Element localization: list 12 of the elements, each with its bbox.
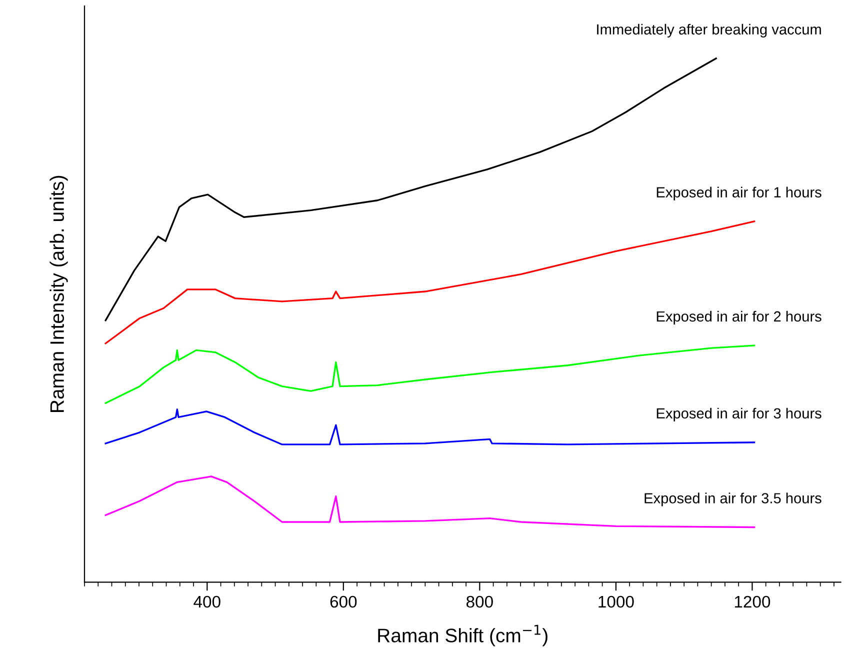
x-tick-label: 400 (194, 596, 220, 608)
x-axis-title: Raman Shift (cm$^{−1}$) (378, 624, 548, 646)
series-label: Exposed in air for 2 hours (656, 310, 822, 325)
text: Exposed in air for 1 hours (656, 186, 822, 200)
y-axis-title: Raman Intensity (arb. units) (50, 176, 68, 412)
x-tick-label: 800 (466, 596, 493, 608)
series-label: Immediately after breaking vaccum (597, 24, 821, 38)
x-tick-label: 1200 (734, 596, 770, 608)
series-label: Exposed in air for 3.5 hours (644, 492, 822, 506)
x-tick-label: 600 (330, 596, 357, 608)
series-label: Exposed in air for 3 hours (656, 408, 822, 422)
x-tick-label: 1000 (598, 596, 634, 608)
